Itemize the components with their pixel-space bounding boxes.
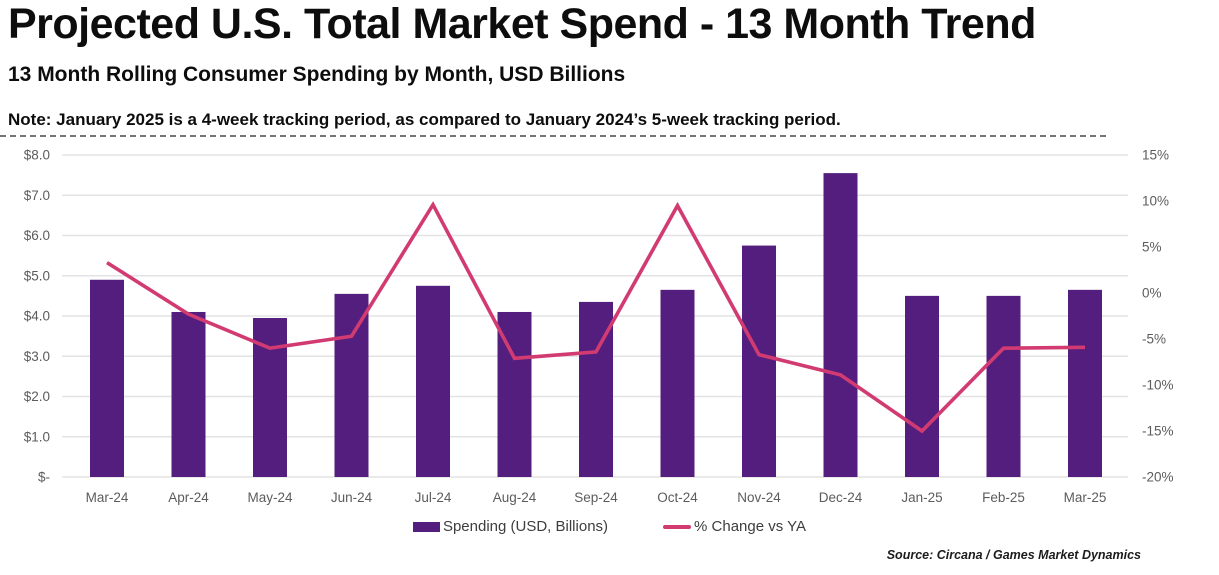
bar-Dec-24 [823,173,858,478]
chart-area: $8.0 $7.0 $6.0 $5.0 $4.0 $3.0 $2.0 $1.0 $- 15% 10%… [0,140,1219,515]
chart-note: Note: January 2025 is a 4-week tracking … [8,110,841,129]
left-axis-tick: $3.0 [24,349,50,364]
right-axis-tick: -15% [1142,424,1174,439]
right-axis-tick: 15% [1142,148,1169,163]
bar-Apr-24 [171,311,206,477]
x-axis-label-Mar-25: Mar-25 [1064,490,1107,505]
left-axis-tick: $8.0 [24,148,50,163]
bar-Oct-24 [660,289,695,477]
x-axis-label-Oct-24: Oct-24 [657,490,698,505]
right-axis-tick: -5% [1142,332,1166,347]
left-axis-tick: $5.0 [24,268,50,283]
bar-Mar-25 [1068,289,1102,477]
x-axis-label-Dec-24: Dec-24 [819,490,863,505]
bar-Jun-24 [334,293,369,477]
bar-Nov-24 [742,245,776,477]
spend-trend-chart: $8.0 $7.0 $6.0 $5.0 $4.0 $3.0 $2.0 $1.0 $- 15% 10%… [24,148,1174,506]
legend-line-swatch [663,524,692,529]
chart-subtitle: 13 Month Rolling Consumer Spending by Mo… [8,63,626,86]
x-axis-label-May-24: May-24 [247,490,293,505]
bar-Feb-25 [986,295,1021,477]
x-axis-label-Feb-25: Feb-25 [982,490,1025,505]
trend-line [106,201,1086,434]
right-axis-tick: -20% [1142,470,1174,485]
legend-item-spending: Spending (USD, Billions) [412,518,609,535]
x-axis-label-Sep-24: Sep-24 [574,490,618,505]
divider-line [0,135,1106,137]
chart-legend: Spending (USD, Billions) % Change vs YA [0,518,1219,535]
bar-Jan-25 [905,295,939,477]
x-axis-label-Nov-24: Nov-24 [737,490,781,505]
left-axis-tick: $1.0 [24,429,50,444]
right-axis-tick: 5% [1142,240,1162,255]
x-axis-label-Jul-24: Jul-24 [415,490,452,505]
x-axis-label-Jan-25: Jan-25 [901,490,942,505]
page-title: Projected U.S. Total Market Spend - 13 M… [8,0,1036,48]
source-attribution: Source: Circana / Games Market Dynamics [886,548,1141,562]
x-axis-label-Jun-24: Jun-24 [331,490,373,505]
left-axis-tick: $- [38,470,50,485]
right-axis-tick: -10% [1142,378,1174,393]
x-axis-label-Apr-24: Apr-24 [168,490,209,505]
left-axis-tick: $6.0 [24,228,50,243]
left-axis-tick: $2.0 [24,389,50,404]
legend-label-pct-change: % Change vs YA [694,518,807,535]
left-axis-tick: $4.0 [24,309,50,324]
left-axis-tick: $7.0 [24,188,50,203]
bar-Mar-24 [90,279,124,477]
right-axis-tick: 0% [1142,286,1162,301]
x-axis-label-Mar-24: Mar-24 [86,490,129,505]
legend-item-pct-change: % Change vs YA [663,518,806,535]
right-axis-tick: 10% [1142,194,1169,209]
bar-Jul-24 [416,285,450,477]
x-axis-label-Aug-24: Aug-24 [493,490,537,505]
legend-label-spending: Spending (USD, Billions) [442,518,609,535]
legend-bar-swatch [412,521,440,532]
